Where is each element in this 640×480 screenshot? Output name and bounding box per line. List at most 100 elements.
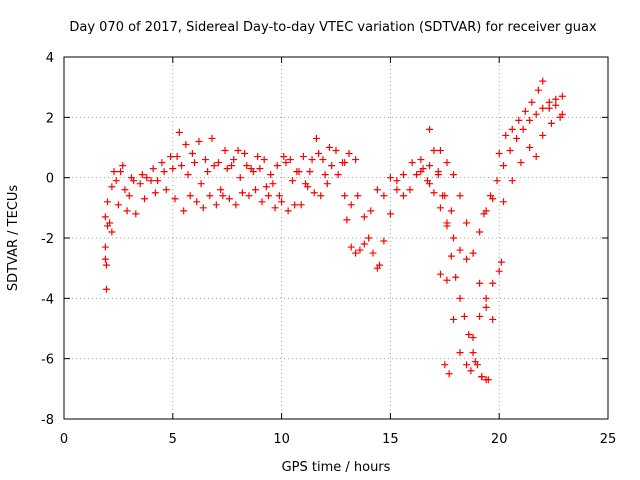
data-point — [108, 183, 116, 191]
data-point — [210, 162, 218, 170]
data-point — [186, 192, 194, 200]
data-point — [506, 147, 514, 155]
data-point — [206, 192, 214, 200]
data-point — [102, 285, 110, 293]
data-point — [450, 315, 458, 323]
data-point — [332, 147, 340, 155]
data-point — [175, 128, 183, 136]
data-point — [291, 201, 299, 209]
data-point — [445, 370, 453, 378]
data-point — [476, 312, 484, 320]
data-point — [141, 195, 149, 203]
data-point — [121, 186, 129, 194]
data-point — [456, 349, 464, 357]
data-point — [158, 159, 166, 167]
x-tick-label: 25 — [600, 432, 617, 447]
data-point — [482, 303, 490, 311]
x-axis-label: GPS time / hours — [282, 460, 391, 475]
y-tick-label: 0 — [46, 172, 54, 187]
data-point — [450, 171, 458, 179]
data-point — [513, 134, 521, 142]
data-point — [434, 168, 442, 176]
series-11 — [495, 77, 566, 158]
data-point — [284, 207, 292, 215]
data-point — [271, 204, 279, 212]
data-point — [339, 159, 347, 167]
data-point — [247, 165, 255, 173]
data-point — [286, 156, 294, 164]
data-point — [500, 162, 508, 170]
data-point — [469, 334, 477, 342]
data-point — [149, 165, 157, 173]
data-point — [539, 104, 547, 112]
data-point — [380, 237, 388, 245]
data-point — [275, 192, 283, 200]
data-point — [347, 243, 355, 251]
data-point — [282, 159, 290, 167]
data-point — [321, 171, 329, 179]
data-point — [104, 198, 112, 206]
data-point — [386, 174, 394, 182]
x-tick-label: 20 — [491, 432, 508, 447]
data-point — [545, 98, 553, 106]
data-point — [143, 174, 151, 182]
data-point — [127, 174, 135, 182]
y-tick-label: -4 — [41, 292, 54, 307]
data-point — [443, 159, 451, 167]
data-point — [108, 228, 116, 236]
data-point — [502, 131, 510, 139]
data-point — [173, 153, 181, 161]
y-tick-label: -6 — [41, 353, 54, 368]
data-point — [178, 162, 186, 170]
data-point — [154, 177, 162, 185]
data-point — [151, 189, 159, 197]
data-point — [352, 156, 360, 164]
data-point — [436, 204, 444, 212]
data-point — [101, 243, 109, 251]
data-point — [278, 198, 286, 206]
data-point — [480, 210, 488, 218]
data-point — [345, 150, 353, 158]
data-point — [334, 171, 342, 179]
data-point — [104, 222, 112, 230]
data-point — [426, 125, 434, 133]
data-point — [456, 192, 464, 200]
data-point — [147, 177, 155, 185]
data-point — [417, 168, 425, 176]
data-point — [306, 168, 314, 176]
data-point — [312, 134, 320, 142]
x-tick-label: 15 — [382, 432, 399, 447]
data-point — [325, 144, 333, 151]
data-point — [114, 201, 122, 209]
data-point — [436, 147, 444, 155]
data-point — [343, 216, 351, 224]
data-point — [443, 276, 451, 284]
data-point — [500, 198, 508, 206]
data-point — [471, 358, 479, 366]
data-point — [552, 101, 560, 109]
data-point — [184, 171, 192, 179]
data-point — [486, 192, 494, 200]
data-point — [162, 186, 170, 194]
series-1 — [110, 128, 360, 182]
data-point — [354, 192, 362, 200]
data-point — [439, 192, 447, 200]
data-point — [310, 189, 318, 197]
data-point — [199, 204, 207, 212]
series-0 — [101, 150, 434, 227]
data-point — [495, 267, 503, 275]
data-point — [132, 210, 140, 218]
data-point — [101, 213, 109, 221]
data-point — [465, 331, 473, 339]
data-point — [528, 98, 536, 106]
data-point — [236, 174, 244, 182]
data-point — [430, 147, 438, 155]
data-point — [323, 180, 331, 188]
data-point — [269, 180, 277, 188]
data-point — [367, 207, 375, 215]
data-point — [136, 180, 144, 188]
data-point — [484, 376, 492, 384]
data-point — [180, 207, 188, 215]
data-point — [265, 192, 273, 200]
